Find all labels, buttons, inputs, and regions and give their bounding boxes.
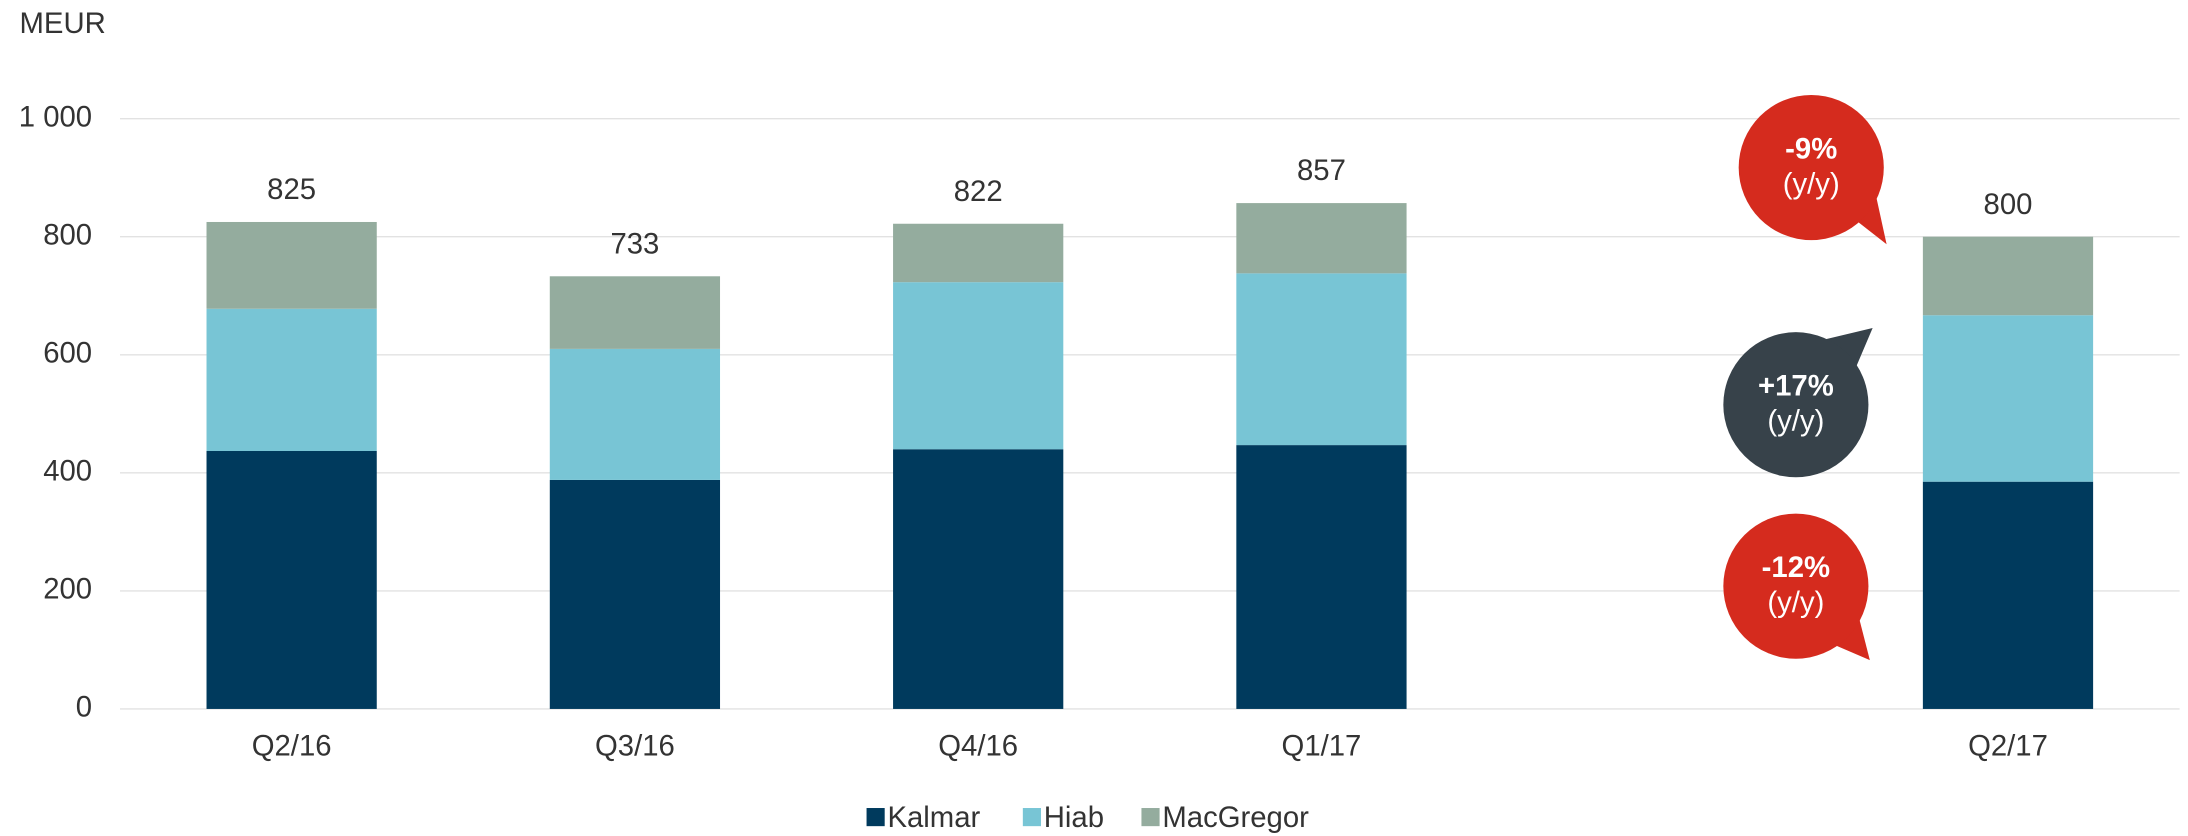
bar-segment — [206, 221, 377, 309]
bar-segment — [549, 276, 721, 349]
legend-swatch — [866, 808, 885, 827]
annotation-text: -9% — [1785, 133, 1837, 166]
y-tick-label: 400 — [43, 455, 92, 488]
bar-segment — [893, 449, 1064, 709]
y-tick-label: 800 — [43, 218, 92, 251]
total-label: 822 — [954, 175, 1003, 208]
annotation-bubble: -12%(y/y) — [1723, 513, 1870, 661]
total-label: 733 — [610, 227, 659, 260]
legend-swatch — [1141, 808, 1160, 827]
annotation-bubble: +17%(y/y) — [1723, 327, 1873, 478]
y-tick-label: 0 — [76, 691, 92, 724]
bubble — [1738, 94, 1884, 241]
y-tick-label: 200 — [43, 573, 92, 606]
legend-label: MacGregor — [1162, 801, 1309, 834]
annotation-sub: (y/y) — [1783, 167, 1840, 200]
legend-label: Kalmar — [887, 801, 980, 834]
x-tick-label: Q1/17 — [1282, 730, 1362, 763]
legend-swatch — [1022, 808, 1041, 827]
annotation-text: +17% — [1758, 370, 1834, 403]
bubble — [1723, 332, 1869, 478]
x-tick-label: Q3/16 — [595, 730, 675, 763]
total-label: 825 — [267, 173, 316, 206]
annotation-sub: (y/y) — [1767, 586, 1824, 619]
bar-segment — [1922, 481, 2094, 709]
y-tick-label: 1 000 — [19, 100, 92, 133]
bar-segment — [1922, 236, 2094, 316]
y-tick-label: 600 — [43, 337, 92, 370]
bubble — [1723, 513, 1869, 659]
bar-segment — [1236, 203, 1407, 274]
x-tick-label: Q2/17 — [1968, 730, 2048, 763]
legend-label: Hiab — [1044, 801, 1104, 834]
bar-segment — [549, 348, 721, 480]
annotation-text: -12% — [1762, 551, 1830, 584]
total-label: 800 — [1984, 188, 2033, 221]
bar-segment — [549, 479, 721, 709]
bar-segment — [893, 223, 1064, 283]
bar-segment — [206, 308, 377, 451]
y-axis-label: MEUR — [20, 7, 106, 40]
x-tick-label: Q4/16 — [938, 730, 1018, 763]
bar-segment — [206, 451, 377, 709]
bar-segment — [1922, 315, 2094, 482]
bar-segment — [893, 282, 1064, 450]
x-tick-label: Q2/16 — [252, 730, 332, 763]
total-label: 857 — [1297, 154, 1346, 187]
bar-segment — [1236, 273, 1407, 446]
annotation-sub: (y/y) — [1767, 405, 1824, 438]
annotation-bubble: -9%(y/y) — [1738, 94, 1887, 245]
bar-segment — [1236, 445, 1407, 709]
